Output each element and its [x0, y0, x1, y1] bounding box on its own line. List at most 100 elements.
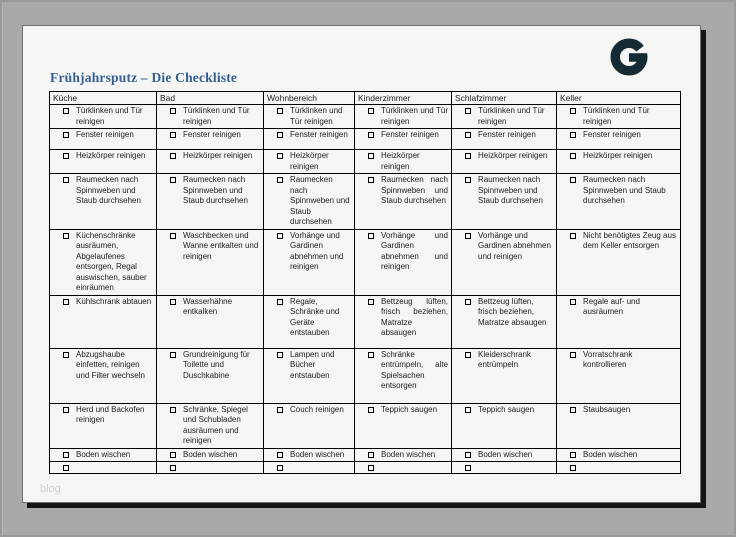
checkbox[interactable] [277, 132, 283, 138]
checklist-cell: Türklinken und Tür reinigen [556, 104, 681, 129]
checkbox[interactable] [465, 232, 471, 239]
checklist-cell: Teppich saugen [451, 402, 557, 449]
checklist-cell [263, 461, 355, 474]
checklist-cell: Türklinken und Tür reinigen [354, 104, 452, 129]
checkbox[interactable] [368, 132, 374, 138]
task-label: Fenster reinigen [381, 130, 439, 139]
checkbox[interactable] [465, 351, 471, 358]
checkbox[interactable] [465, 177, 471, 183]
checkbox[interactable] [570, 465, 576, 471]
checkbox[interactable] [277, 351, 283, 358]
task-label: Türklinken und Tür reinigen [381, 106, 448, 126]
checklist-cell: Herd und Backofen reinigen [49, 402, 157, 449]
checkbox[interactable] [63, 451, 69, 458]
checkbox[interactable] [465, 153, 471, 159]
checkbox[interactable] [368, 351, 374, 358]
checkbox[interactable] [170, 108, 176, 114]
checkbox[interactable] [170, 298, 176, 305]
checkbox[interactable] [63, 406, 69, 413]
checkbox[interactable] [368, 465, 374, 471]
checklist-cell: Boden wischen [354, 447, 452, 462]
checkbox[interactable] [570, 232, 576, 239]
checkbox[interactable] [465, 465, 471, 471]
task-label: Bettzeug lüften, frisch beziehen, Matrat… [381, 296, 448, 338]
checkbox[interactable] [277, 177, 283, 183]
checkbox[interactable] [170, 451, 176, 458]
checkbox[interactable] [465, 132, 471, 138]
task-label: Boden wischen [381, 449, 436, 459]
checkbox[interactable] [170, 232, 176, 239]
checkbox[interactable] [63, 108, 69, 114]
checkbox[interactable] [277, 451, 283, 458]
checkbox[interactable] [170, 132, 176, 138]
checkbox[interactable] [465, 108, 471, 114]
checkbox[interactable] [63, 177, 69, 183]
task-label: Fenster reinigen [478, 130, 536, 139]
task-label: Heizkörper reinigen [478, 151, 548, 160]
checkbox[interactable] [570, 451, 576, 458]
task-label: Regale, Schränke und Geräte entstauben [290, 296, 340, 338]
checkbox[interactable] [368, 177, 374, 183]
checklist-cell: Abzugshaube einfetten, reinigen und Filt… [49, 347, 157, 404]
column-header: Bad [156, 91, 264, 105]
checkbox[interactable] [277, 232, 283, 239]
checkbox[interactable] [170, 177, 176, 183]
checklist-header-row: Küche Bad Wohnbereich Kinderzimmer Schlafzim… [49, 91, 681, 105]
task-label: Nicht benötigtes Zeug aus dem Keller ent… [583, 230, 676, 251]
checkbox[interactable] [368, 451, 374, 458]
checklist-cell: Türklinken und Tür reinigen [451, 104, 557, 129]
checkbox[interactable] [465, 451, 471, 458]
checkbox[interactable] [277, 298, 283, 305]
checkbox[interactable] [570, 132, 576, 138]
task-label: Küchenschränke ausräumen, Abgelaufenes e… [76, 230, 147, 293]
task-label: Boden wischen [76, 449, 131, 459]
checkbox[interactable] [368, 406, 374, 413]
checkbox[interactable] [170, 465, 176, 471]
checkbox[interactable] [277, 108, 283, 114]
checklist-cell: Boden wischen [263, 447, 355, 462]
task-label: Heizkörper reinigen [183, 151, 253, 160]
checkbox[interactable] [63, 351, 69, 358]
checklist-cell: Raumecken nach Spinnweben und Staub durc… [156, 173, 264, 230]
checkbox[interactable] [63, 232, 69, 239]
task-label: Vorhänge und Gardinen abnehmen und reini… [290, 230, 344, 272]
checkbox[interactable] [63, 298, 69, 305]
checkbox[interactable] [368, 108, 374, 114]
checkbox[interactable] [570, 406, 576, 413]
checkbox[interactable] [570, 351, 576, 358]
checkbox[interactable] [277, 406, 283, 413]
task-label: Fenster reinigen [290, 130, 348, 139]
checklist-cell [49, 461, 157, 474]
checkbox[interactable] [277, 465, 283, 471]
checkbox[interactable] [570, 298, 576, 305]
checkbox[interactable] [368, 298, 374, 305]
checkbox[interactable] [465, 298, 471, 305]
checkbox[interactable] [63, 153, 69, 159]
checkbox[interactable] [465, 406, 471, 413]
task-label: Boden wischen [478, 449, 533, 459]
checkbox[interactable] [277, 153, 283, 159]
checkbox[interactable] [570, 153, 576, 159]
checklist-cell: Boden wischen [49, 447, 157, 462]
checkbox[interactable] [63, 465, 69, 471]
task-label: Raumecken nach Spinnweben und Staub durc… [183, 175, 248, 205]
checklist-cell: Heizkörper reinigen [556, 149, 681, 174]
checkbox[interactable] [570, 177, 576, 183]
task-label: Fenster reinigen [583, 130, 641, 139]
checkbox[interactable] [368, 153, 374, 159]
checkbox[interactable] [170, 406, 176, 413]
checklist-cell: Vorratschrank kontrollieren [556, 347, 681, 404]
checklist-row: Raumecken nach Spinnweben und Staub durc… [49, 173, 681, 230]
checkbox[interactable] [170, 351, 176, 358]
checkbox[interactable] [570, 108, 576, 114]
checklist-cell: Heizkörper reinigen [156, 149, 264, 174]
checkbox[interactable] [368, 232, 374, 239]
task-label: Schränke, Spiegel und Schubladen ausräum… [183, 404, 248, 446]
task-label: Waschbecken und Wanne entkalten und rein… [183, 230, 259, 261]
checkbox[interactable] [170, 153, 176, 159]
checklist-row: Abzugshaube einfetten, reinigen und Filt… [49, 347, 681, 404]
checklist-cell: Raumecken nach Spinnweben und Staub durc… [49, 173, 157, 230]
checkbox[interactable] [63, 132, 69, 138]
task-label: Bettzeug lüften, frisch beziehen, Matrat… [478, 296, 547, 327]
